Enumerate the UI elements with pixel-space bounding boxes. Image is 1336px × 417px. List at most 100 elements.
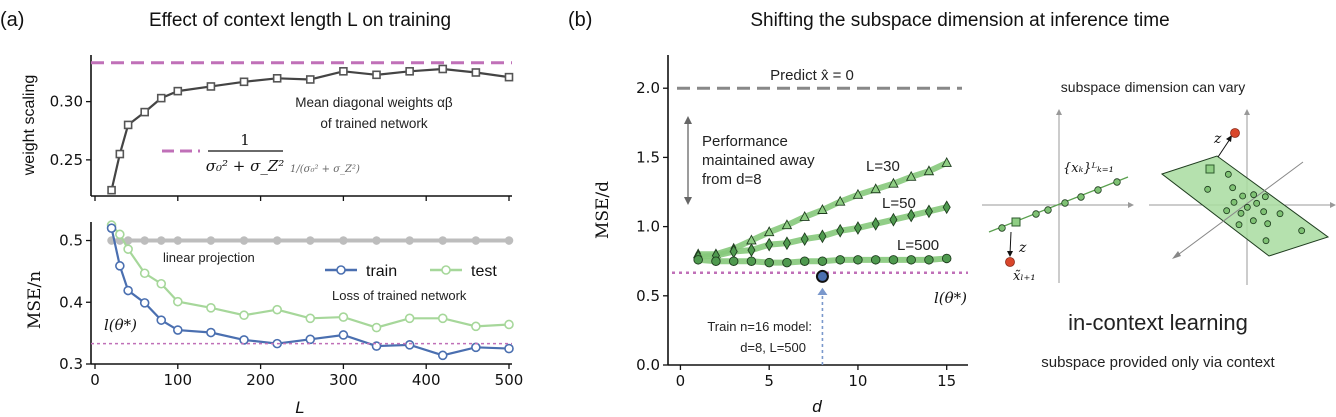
- test-marker: [173, 296, 183, 307]
- axis-arrow-icon: [1330, 202, 1336, 208]
- train-model-line1: Train n=16 model:: [707, 319, 812, 334]
- legend-test-label: test: [471, 263, 497, 280]
- diagram-main-caption: in-context learning: [1068, 310, 1248, 335]
- legend: train test: [325, 263, 497, 280]
- context-point: [1250, 191, 1258, 199]
- linear-projection-marker: [123, 236, 133, 245]
- diamond-marker: [889, 212, 898, 227]
- linear-projection-marker: [504, 236, 514, 245]
- weight-scaling-ylabel: weight scaling: [21, 75, 38, 177]
- context-point: [1094, 186, 1102, 194]
- weights-marker: [239, 77, 249, 87]
- circle-marker: [693, 255, 703, 265]
- test-marker: [272, 304, 282, 315]
- test-marker: [123, 244, 133, 254]
- context-point: [1230, 198, 1238, 206]
- context-point: [1113, 178, 1121, 186]
- x-tick-label: 400: [412, 371, 441, 389]
- triangle-marker: [834, 195, 846, 206]
- x-tick-label: 500: [495, 371, 524, 389]
- circle-marker: [764, 257, 774, 268]
- train-marker: [173, 325, 183, 335]
- train-marker: [239, 335, 249, 345]
- linear-projection-marker: [471, 236, 481, 245]
- panel-b-title: Shifting the subspace dimension at infer…: [750, 10, 1169, 31]
- test-marker: [139, 268, 150, 279]
- test-marker: [504, 319, 514, 330]
- weights-annotation-line1: Mean diagonal weights αβ: [295, 95, 453, 110]
- test-marker: [338, 312, 349, 322]
- performance-line2: maintained away: [702, 152, 815, 169]
- test-marker: [371, 322, 382, 333]
- triangle-marker: [817, 204, 828, 214]
- context-point: [1243, 203, 1251, 211]
- train-marker: [338, 330, 349, 340]
- test-marker: [471, 321, 481, 332]
- weights-marker: [405, 67, 414, 76]
- performance-line1: Performance: [702, 133, 788, 150]
- diamond-marker: [853, 221, 862, 235]
- y-tick-label: 1.0: [636, 218, 660, 236]
- context-point: [1077, 193, 1085, 201]
- test-marker: [239, 310, 249, 321]
- line-subspace-diagram: z x̃ₗ₊₁ {xₖ}ᴸₖ₌₁: [982, 109, 1134, 284]
- circle-marker: [728, 256, 739, 266]
- context-point: [1229, 184, 1237, 192]
- linear-projection-marker: [140, 236, 149, 245]
- diamond-marker: [747, 243, 756, 258]
- loss-label: Loss of trained network: [332, 288, 467, 303]
- triangle-marker: [888, 177, 899, 188]
- y-tick-label: 0.30: [50, 93, 83, 111]
- train-marker: [106, 223, 117, 233]
- x-tick-label: 200: [246, 371, 275, 389]
- L-xlabel: L: [295, 398, 304, 417]
- circle-marker: [835, 255, 845, 265]
- diamond-marker: [924, 204, 933, 219]
- test-marker: [437, 313, 448, 324]
- reference-line-label: 1/(σ₀² + σ_Z²): [290, 164, 360, 175]
- linear-projection-marker: [206, 236, 216, 245]
- diamond-marker: [836, 223, 845, 238]
- diamond-marker: [907, 208, 916, 223]
- diamond-marker: [818, 229, 827, 244]
- mse-vs-L-plot: 0 100 200 300 400 500 0.3 0.4 0.5: [59, 220, 524, 389]
- diagram-sub-caption: subspace provided only via context: [1041, 354, 1275, 371]
- triangle-marker: [852, 188, 864, 199]
- linear-projection-marker: [438, 236, 448, 245]
- legend-train-label: train: [366, 263, 397, 280]
- context-point: [1260, 208, 1268, 216]
- d-xlabel: d: [812, 397, 822, 416]
- context-point: [1237, 209, 1245, 217]
- triangle-marker: [763, 226, 775, 237]
- context-point: [1032, 210, 1040, 218]
- train-marker: [156, 315, 167, 325]
- weights-marker: [305, 75, 315, 84]
- train-marker: [115, 261, 125, 271]
- context-point: [1061, 199, 1069, 207]
- query-label: x̃ₗ₊₁: [1013, 269, 1036, 284]
- circle-marker: [746, 256, 757, 266]
- linear-projection-label: linear projection: [163, 250, 255, 265]
- weights-marker: [123, 120, 133, 130]
- linear-projection-marker: [239, 236, 249, 245]
- linear-projection-marker: [305, 236, 315, 245]
- legend-test-marker: [441, 265, 451, 275]
- circle-marker: [906, 255, 916, 265]
- x-tick-label: 0: [90, 371, 100, 389]
- y-tick-label: 0.3: [59, 355, 83, 373]
- query-point: [1005, 257, 1015, 267]
- weights-annotation-line2: of trained network: [320, 116, 428, 131]
- circle-marker: [870, 255, 881, 265]
- triangle-marker: [870, 183, 881, 194]
- train-marker: [404, 340, 415, 350]
- train-marker: [504, 343, 514, 354]
- y-tick-label: 0.5: [59, 232, 83, 250]
- axis-arrow-icon: [1172, 251, 1181, 259]
- y-tick-label: 0.5: [636, 287, 660, 305]
- panel-a-letter: (a): [0, 9, 24, 31]
- weights-marker: [107, 185, 116, 195]
- arrow-head-icon: [1226, 135, 1232, 142]
- axis-arrow-icon: [1056, 109, 1062, 115]
- weights-marker: [272, 74, 282, 83]
- query-point-plane: [1230, 128, 1240, 138]
